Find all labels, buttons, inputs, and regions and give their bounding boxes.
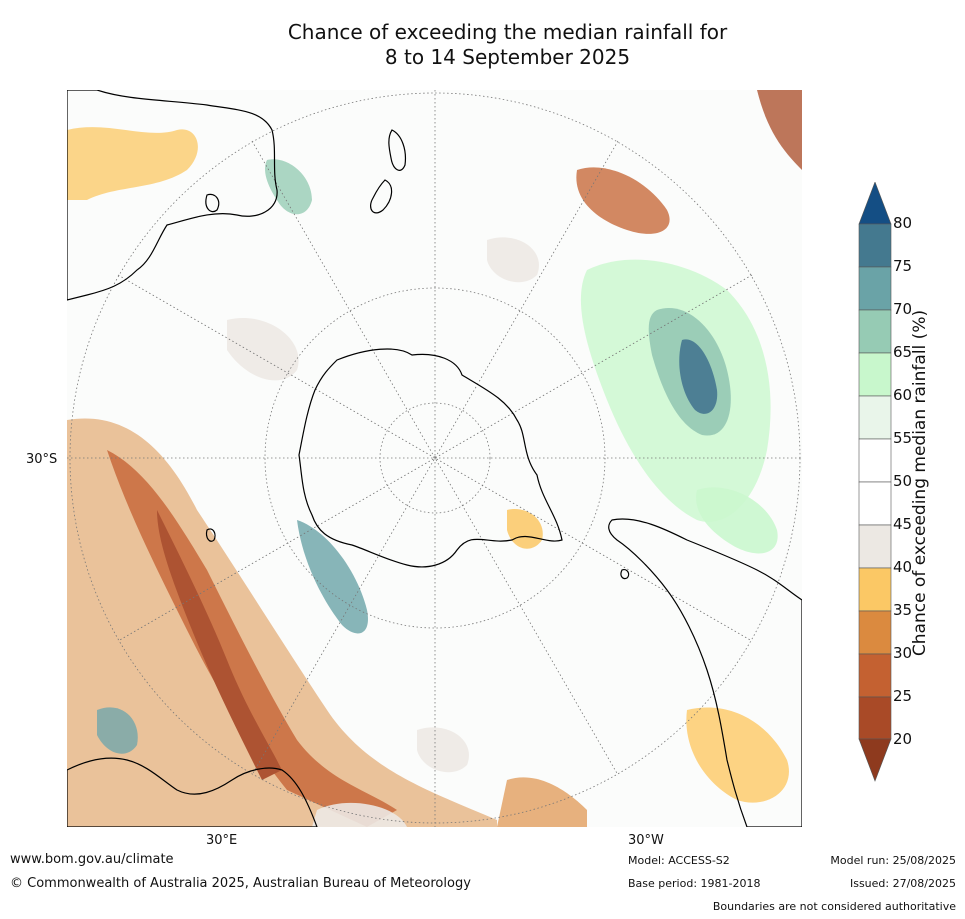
bin-30-35 xyxy=(858,610,892,655)
map-canvas xyxy=(67,90,802,827)
dry-patch-nw xyxy=(67,127,198,200)
title-line-1: Chance of exceeding the median rainfall … xyxy=(287,20,728,44)
colorbar-bins xyxy=(858,182,892,782)
model-text: Model: ACCESS-S2 xyxy=(628,854,730,867)
legend-tick-50: 50 xyxy=(893,472,913,490)
map-panel[interactable] xyxy=(67,90,802,827)
wet-patch-sw xyxy=(297,520,368,634)
lon-label-30w: 30°W xyxy=(628,833,664,848)
title-line-2: 8 to 14 September 2025 xyxy=(384,45,631,69)
bin-20-25 xyxy=(858,696,892,740)
legend-tick-75: 75 xyxy=(893,257,913,275)
bin-below-20 xyxy=(858,738,892,782)
tasmania-coast xyxy=(205,193,220,213)
lon-label-30e: 30°E xyxy=(206,833,238,848)
dry-patch-ne xyxy=(576,167,670,234)
model-run-text: Model run: 25/08/2025 xyxy=(830,854,956,867)
dry-patch-se xyxy=(686,707,789,803)
legend-tick-55: 55 xyxy=(893,429,913,447)
bin-above-80 xyxy=(858,182,892,225)
issued-text: Issued: 27/08/2025 xyxy=(849,877,956,890)
new-zealand-south xyxy=(370,179,393,214)
copyright-text: © Commonwealth of Australia 2025, Austra… xyxy=(10,876,471,891)
legend-tick-25: 25 xyxy=(893,687,913,705)
lat-label-30s: 30°S xyxy=(26,452,58,467)
bin-70-75 xyxy=(858,266,892,311)
legend-title: Chance of exceeding median rainfall (%) xyxy=(910,309,930,657)
legend-tick-70: 70 xyxy=(893,300,913,318)
coastlines xyxy=(67,90,802,827)
wet-atlantic-core xyxy=(679,339,718,414)
south-america-coast xyxy=(608,518,802,827)
dry-band-core xyxy=(107,450,397,827)
neutral-patch-1 xyxy=(227,318,299,381)
madagascar-coast xyxy=(205,528,216,542)
colorbar xyxy=(858,182,892,782)
bin-75-80 xyxy=(858,223,892,268)
bin-60-65 xyxy=(858,352,892,397)
rainfall-shading xyxy=(67,90,802,827)
antarctica-coast xyxy=(298,348,563,568)
dry-patch-s xyxy=(497,777,587,827)
legend-tick-45: 45 xyxy=(893,515,913,533)
legend-tick-80: 80 xyxy=(893,214,913,232)
bin-55-60 xyxy=(858,395,892,440)
dry-band-deep xyxy=(157,510,282,780)
wet-patch-south-am xyxy=(696,487,778,554)
new-zealand-north xyxy=(388,129,407,171)
legend-tick-65: 65 xyxy=(893,343,913,361)
australia-coast xyxy=(67,90,278,301)
graticule xyxy=(67,90,802,827)
wet-patch-nz xyxy=(265,159,312,215)
map-title: Chance of exceeding the median rainfall … xyxy=(200,20,815,70)
africa-coast xyxy=(67,757,318,827)
falklands-coast xyxy=(620,569,630,580)
legend-tick-30: 30 xyxy=(893,644,913,662)
legend-tick-35: 35 xyxy=(893,601,913,619)
base-period-text: Base period: 1981-2018 xyxy=(628,877,761,890)
bin-65-70 xyxy=(858,309,892,354)
website-link[interactable]: www.bom.gov.au/climate xyxy=(10,852,174,867)
neutral-patch-2 xyxy=(487,237,539,283)
bin-25-30 xyxy=(858,653,892,698)
bin-40-45 xyxy=(858,524,892,569)
dry-patch-ne2 xyxy=(757,90,802,170)
bin-45-50 xyxy=(858,481,892,526)
legend-tick-20: 20 xyxy=(893,730,913,748)
neutral-patch-3 xyxy=(417,727,469,773)
bin-35-40 xyxy=(858,567,892,612)
wet-patch-se xyxy=(97,707,138,754)
dry-patch-mid xyxy=(507,509,543,549)
legend-tick-60: 60 xyxy=(893,386,913,404)
legend-tick-40: 40 xyxy=(893,558,913,576)
disclaimer-text: Boundaries are not considered authoritat… xyxy=(712,900,956,913)
bin-50-55 xyxy=(858,438,892,483)
